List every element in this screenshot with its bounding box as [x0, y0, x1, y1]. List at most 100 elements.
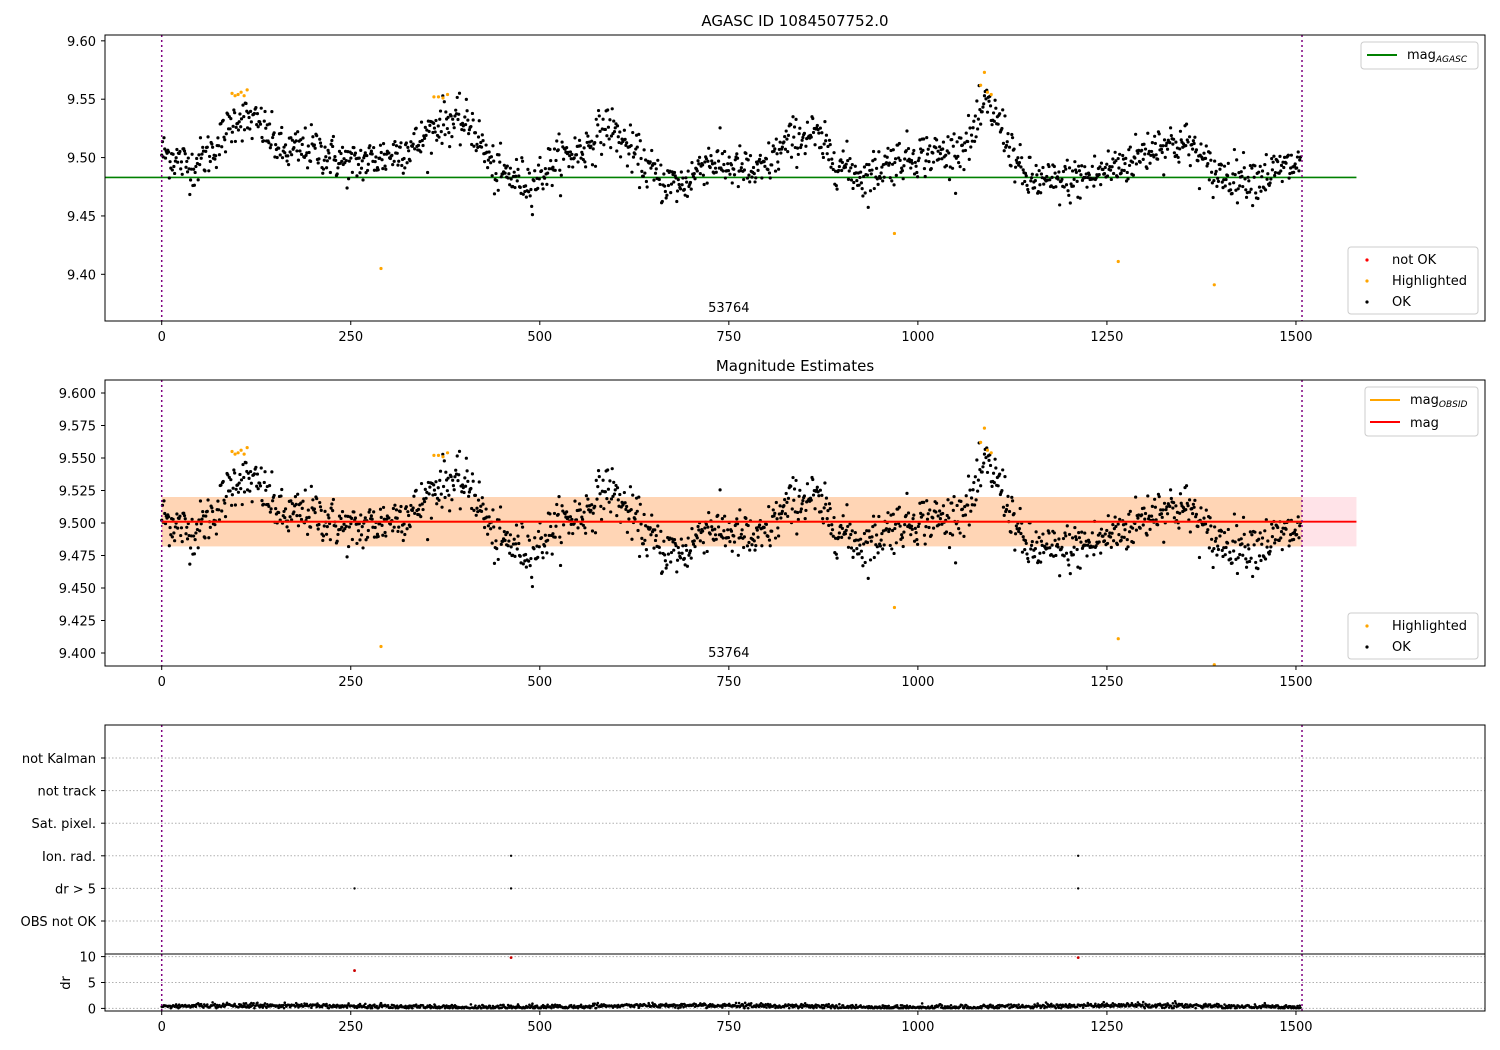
ok-point: [269, 507, 273, 511]
ok-point: [1179, 501, 1183, 505]
ok-point: [345, 186, 349, 190]
agasc-x-tick-label: 500: [527, 330, 552, 345]
ok-point: [992, 119, 996, 123]
dr-x-tick-label: 0: [158, 1020, 166, 1035]
ok-point: [1002, 513, 1006, 517]
ok-point: [1225, 541, 1230, 545]
ok-point: [726, 169, 731, 173]
ok-point: [1041, 165, 1045, 170]
ok-point: [1253, 530, 1257, 534]
ok-point: [528, 564, 532, 568]
dr-point: [325, 1002, 328, 1006]
ok-point: [714, 537, 718, 541]
ok-point: [382, 152, 386, 156]
ok-point: [1164, 143, 1168, 148]
ok-point: [450, 135, 454, 139]
dr-point: [1173, 1000, 1177, 1003]
ok-point: [1279, 163, 1284, 167]
ok-point: [675, 558, 680, 562]
ok-point: [601, 478, 605, 482]
ok-point: [432, 121, 436, 125]
ok-point: [615, 514, 619, 518]
ok-point: [339, 516, 343, 521]
ok-point: [1266, 539, 1270, 543]
agasc-y-tick-label: 9.50: [67, 152, 96, 167]
ok-point: [629, 508, 633, 512]
ok-point: [1099, 551, 1103, 555]
ok-point: [574, 153, 579, 157]
ok-point: [1013, 180, 1017, 184]
ok-point: [296, 158, 301, 162]
ok-point: [408, 524, 412, 529]
ok-point: [697, 528, 701, 532]
ok-point: [658, 182, 662, 187]
ok-point: [350, 516, 354, 520]
ok-point: [849, 532, 853, 537]
ok-point: [293, 495, 298, 499]
ok-point: [1206, 528, 1210, 532]
ok-point: [1110, 165, 1114, 169]
ok-point: [1263, 557, 1268, 561]
ok-point: [1187, 498, 1192, 502]
ok-point: [848, 156, 852, 161]
ok-point: [368, 144, 372, 148]
ok-point: [615, 486, 620, 490]
ok-point: [1124, 522, 1128, 526]
ok-point: [237, 481, 241, 485]
ok-point: [1161, 508, 1165, 512]
ok-point: [679, 537, 683, 541]
ok-point: [1279, 530, 1284, 534]
ok-point: [669, 191, 673, 195]
ok-point: [697, 162, 701, 166]
ok-point: [857, 183, 861, 187]
ok-point: [960, 143, 965, 147]
ok-point: [527, 538, 532, 542]
ok-point: [1251, 574, 1255, 579]
ok-point: [938, 152, 943, 156]
ok-point: [1138, 526, 1142, 530]
ok-point: [199, 156, 203, 160]
ok-point: [1150, 141, 1154, 145]
ok-point: [1296, 150, 1300, 154]
ok-point: [686, 169, 690, 173]
ok-point: [904, 513, 908, 517]
ok-point: [955, 503, 959, 508]
ok-point: [818, 488, 822, 492]
ok-point: [728, 539, 732, 544]
ok-point: [214, 154, 218, 158]
ok-point: [595, 497, 599, 501]
ok-point: [774, 137, 778, 141]
ok-point: [526, 167, 530, 171]
ok-point: [1065, 158, 1069, 162]
ok-point: [809, 135, 813, 139]
ok-point: [824, 502, 828, 506]
ok-point: [1025, 183, 1029, 188]
ok-point: [956, 154, 960, 159]
ok-point: [565, 145, 569, 150]
ok-point: [1265, 177, 1269, 181]
ok-point: [1241, 553, 1245, 557]
ok-point: [1097, 173, 1101, 177]
ok-point: [1254, 560, 1258, 565]
ok-point: [384, 534, 388, 538]
ok-point: [223, 138, 227, 142]
ok-point: [272, 131, 276, 135]
dr-point: [480, 1006, 483, 1010]
ok-point: [552, 147, 557, 151]
ok-point: [238, 472, 242, 477]
ok-point: [463, 115, 467, 119]
ok-point: [1258, 531, 1262, 535]
ok-point: [344, 524, 348, 528]
ok-point: [941, 511, 945, 516]
ok-point: [733, 523, 737, 528]
dr-point: [364, 1002, 367, 1006]
ok-point: [238, 112, 242, 116]
ok-point: [1077, 164, 1081, 168]
ok-point: [514, 542, 518, 546]
ok-point: [947, 178, 952, 182]
ok-point: [231, 486, 235, 490]
highlighted-point: [233, 452, 237, 456]
ok-point: [642, 148, 646, 152]
highlighted-point: [379, 644, 383, 649]
ok-point: [328, 170, 332, 175]
